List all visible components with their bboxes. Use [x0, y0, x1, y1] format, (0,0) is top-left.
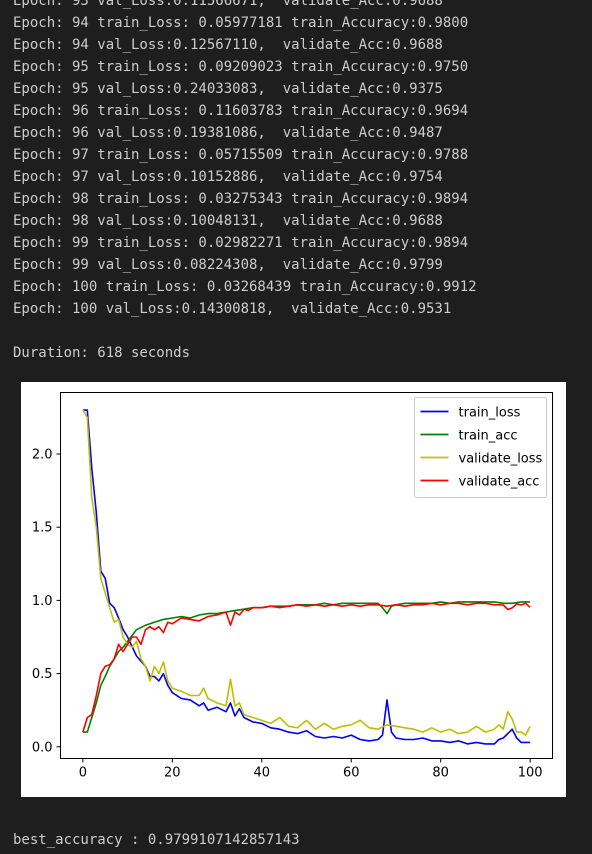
- x-tick-label: 40: [253, 766, 270, 781]
- log-line: Epoch: 100 val_Loss:0.14300818, validate…: [13, 301, 452, 317]
- y-axis: 0.0 0.5 1.0 1.5 2.0: [32, 447, 61, 755]
- x-tick-label: 60: [343, 766, 360, 781]
- log-line: Epoch: 95 train_Loss: 0.09209023 train_A…: [13, 59, 469, 75]
- log-line: Epoch: 99 train_Loss: 0.02982271 train_A…: [13, 235, 469, 251]
- series-line-train-acc: [82, 601, 531, 733]
- chart-svg: 0 20 40 60 80 100 0.00.51.01.52.0 train_losst…: [32, 392, 553, 781]
- log-line: Epoch: 97 val_Loss:0.10152886, validate_…: [13, 169, 443, 185]
- log-line: Epoch: 94 train_Loss: 0.05977181 train_A…: [13, 15, 469, 31]
- series-line-validate-loss: [82, 409, 531, 736]
- legend: train_loss train_acc validate_loss validate…: [414, 397, 547, 498]
- x-tick-label: 80: [432, 766, 449, 781]
- legend-box: [414, 397, 547, 498]
- y-tick-label: 1.5: [32, 521, 53, 536]
- y-tick-label: 1.0: [32, 594, 53, 609]
- plot-frame: [60, 392, 553, 759]
- log-line: Epoch: 95 val_Loss:0.24033083, validate_…: [13, 81, 443, 97]
- log-line: Epoch: 94 val_Loss:0.12567110, validate_…: [13, 37, 443, 53]
- y-tick-label: 0.5: [32, 667, 53, 682]
- x-axis: 0 20 40 60 80 100: [79, 758, 543, 781]
- y-tick-label: 0.0: [32, 740, 53, 755]
- log-line: Epoch: 99 val_Loss:0.08224308, validate_…: [13, 257, 443, 273]
- series-line-train-loss: [82, 409, 531, 745]
- x-tick-label: 100: [518, 766, 543, 781]
- best-accuracy-text: best_accuracy : 0.9799107142857143: [13, 832, 300, 848]
- legend-label: train_acc: [459, 429, 518, 444]
- legend-label: validate_loss: [459, 452, 543, 467]
- log-line: Epoch: 100 train_Loss: 0.03268439 train_…: [13, 279, 477, 295]
- series-layer: [82, 409, 531, 745]
- duration-text: Duration: 618 seconds: [13, 345, 191, 361]
- log-line: Epoch: 98 train_Loss: 0.03275343 train_A…: [13, 191, 469, 207]
- x-tick-label: 0: [79, 766, 87, 781]
- log-line: Epoch: 96 train_Loss: 0.11603783 train_A…: [13, 103, 469, 119]
- training-log: Epoch: 93 val_Loss:0.11566671, validate_…: [13, 0, 477, 320]
- log-line: Epoch: 97 train_Loss: 0.05715509 train_A…: [13, 147, 469, 163]
- legend-label: validate_acc: [459, 475, 540, 490]
- log-line: Epoch: 93 val_Loss:0.11566671, validate_…: [13, 0, 443, 9]
- series-line-validate-acc: [82, 602, 531, 733]
- y-tick-label: 2.0: [32, 447, 53, 462]
- legend-label: train_loss: [459, 406, 521, 421]
- training-chart: 0 20 40 60 80 100 0.0 0.5 1.0 1.5 2.0 train_loss t…: [21, 382, 566, 797]
- log-line: Epoch: 96 val_Loss:0.19381086, validate_…: [13, 125, 443, 141]
- x-tick-label: 20: [164, 766, 181, 781]
- log-line: Epoch: 98 val_Loss:0.10048131, validate_…: [13, 213, 443, 229]
